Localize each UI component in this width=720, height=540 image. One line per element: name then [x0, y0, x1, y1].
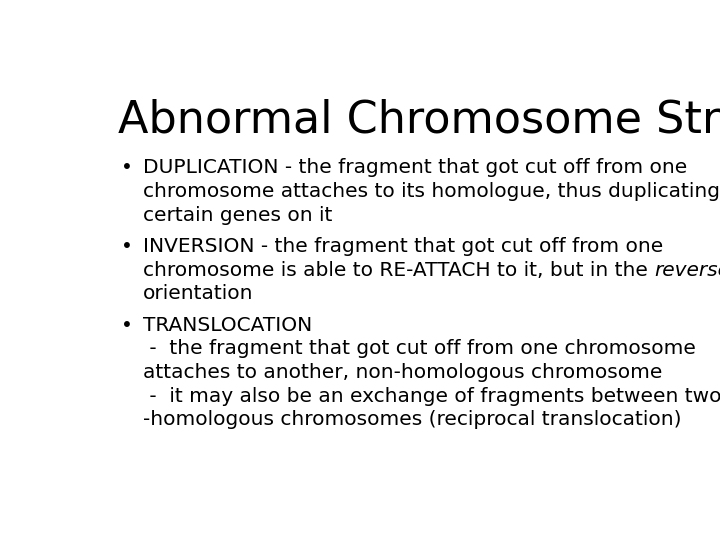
Text: •: • — [121, 315, 132, 334]
Text: chromosome is able to RE-ATTACH to it, but in the: chromosome is able to RE-ATTACH to it, b… — [143, 261, 654, 280]
Text: -homologous chromosomes (reciprocal translocation): -homologous chromosomes (reciprocal tran… — [143, 410, 682, 429]
Text: orientation: orientation — [143, 285, 253, 303]
Text: INVERSION - the fragment that got cut off from one: INVERSION - the fragment that got cut of… — [143, 237, 663, 256]
Text: -  it may also be an exchange of fragments between two non: - it may also be an exchange of fragment… — [143, 387, 720, 406]
Text: •: • — [121, 158, 132, 177]
Text: certain genes on it: certain genes on it — [143, 206, 333, 225]
Text: attaches to another, non-homologous chromosome: attaches to another, non-homologous chro… — [143, 363, 662, 382]
Text: -  the fragment that got cut off from one chromosome: - the fragment that got cut off from one… — [143, 339, 696, 358]
Text: chromosome attaches to its homologue, thus duplicating: chromosome attaches to its homologue, th… — [143, 182, 720, 201]
Text: reverse: reverse — [654, 261, 720, 280]
Text: •: • — [121, 237, 132, 256]
Text: DUPLICATION - the fragment that got cut off from one: DUPLICATION - the fragment that got cut … — [143, 158, 688, 177]
Text: TRANSLOCATION: TRANSLOCATION — [143, 315, 312, 334]
Text: Abnormal Chromosome Structure: Abnormal Chromosome Structure — [118, 98, 720, 141]
